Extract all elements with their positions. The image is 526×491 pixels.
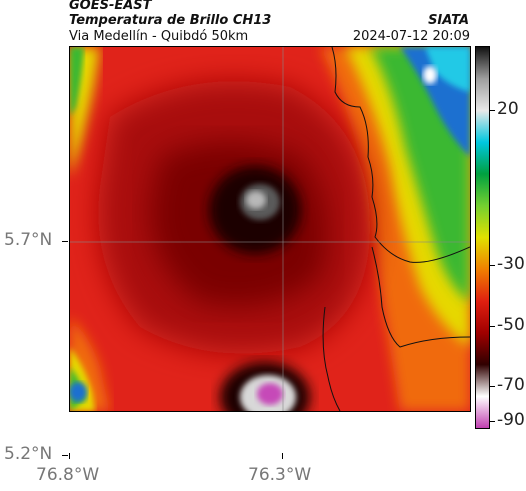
chart-title: Temperatura de Brillo CH13 bbox=[69, 13, 272, 28]
lat-label-5-7N: 5.7°N bbox=[4, 230, 53, 250]
colorbar-label-minus70: -70 bbox=[497, 375, 525, 395]
agency-label: SIATA bbox=[428, 13, 469, 28]
lat-tick bbox=[62, 455, 68, 456]
product-label: GOES-EAST bbox=[69, 0, 152, 13]
lon-tick bbox=[282, 453, 283, 459]
colorbar-label-minus30: -30 bbox=[497, 254, 525, 274]
colorbar-label-minus90: -90 bbox=[497, 410, 525, 430]
colorbar bbox=[475, 46, 490, 429]
colorbar-tick bbox=[489, 110, 495, 111]
brightness-temperature-map bbox=[69, 46, 471, 412]
map-raster bbox=[70, 47, 470, 411]
lon-tick bbox=[69, 453, 70, 459]
lon-label-76-8W: 76.8°W bbox=[36, 465, 100, 485]
colorbar-tick bbox=[489, 326, 495, 327]
colorbar-label-20: 20 bbox=[497, 99, 519, 119]
colorbar-label-minus50: -50 bbox=[497, 315, 525, 335]
colorbar-tick bbox=[489, 265, 495, 266]
lat-tick bbox=[62, 241, 68, 242]
colorbar-tick bbox=[489, 421, 495, 422]
lat-label-5-2N: 5.2°N bbox=[4, 444, 53, 464]
colorbar-tick bbox=[489, 386, 495, 387]
region-label: Via Medellín - Quibdó 50km bbox=[69, 29, 249, 44]
lon-label-76-3W: 76.3°W bbox=[248, 465, 312, 485]
datetime-label: 2024-07-12 20:09 bbox=[352, 29, 470, 44]
